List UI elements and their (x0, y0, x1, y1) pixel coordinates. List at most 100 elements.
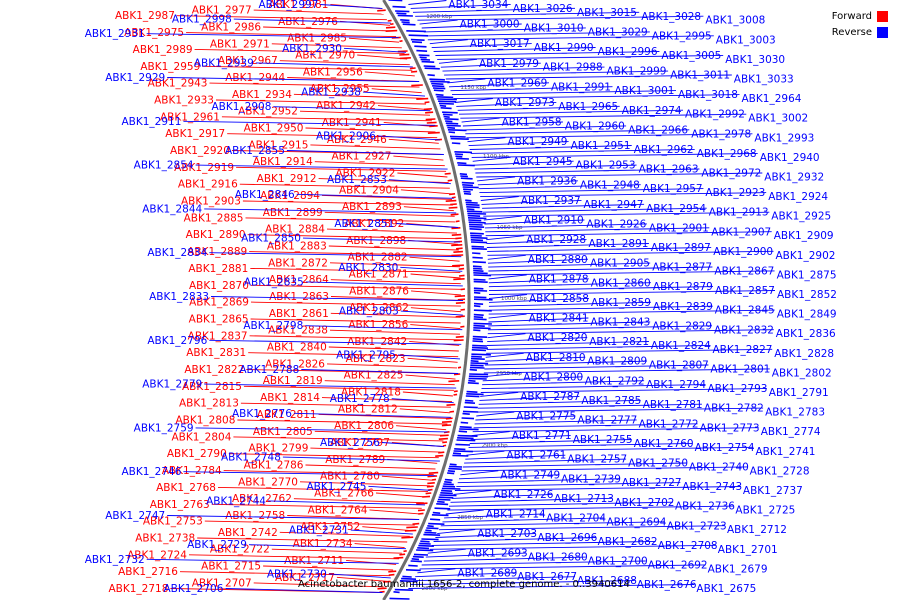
gene-label[interactable]: ABK1_2763 (150, 499, 210, 511)
gene-label[interactable]: ABK1_2927 (331, 151, 391, 163)
gene-label[interactable]: ABK1_2820 (528, 332, 588, 344)
gene-label[interactable]: ABK1_2937 (521, 195, 581, 207)
gene-label[interactable]: ABK1_2787 (520, 391, 580, 403)
gene-label[interactable]: ABK1_2852 (777, 289, 837, 301)
gene-label[interactable]: ABK1_2844 (142, 203, 202, 215)
gene-label[interactable]: ABK1_2679 (708, 563, 768, 575)
gene-label[interactable]: ABK1_2791 (769, 387, 829, 399)
gene-label[interactable]: ABK1_2758 (225, 510, 285, 522)
gene-label[interactable]: ABK1_3030 (725, 54, 785, 66)
gene-label[interactable]: ABK1_2718 (108, 583, 168, 595)
gene-label[interactable]: ABK1_2756 (320, 437, 380, 449)
gene-label[interactable]: ABK1_2786 (244, 460, 304, 472)
gene-label[interactable]: ABK1_2841 (529, 313, 589, 325)
gene-label[interactable]: ABK1_2911 (121, 116, 181, 128)
gene-label[interactable]: ABK1_2904 (339, 184, 399, 196)
gene-label[interactable]: ABK1_2970 (295, 50, 355, 62)
gene-label[interactable]: ABK1_2734 (293, 538, 353, 550)
gene-label[interactable]: ABK1_2942 (316, 100, 376, 112)
gene-label[interactable]: ABK1_2748 (221, 452, 281, 464)
gene-label[interactable]: ABK1_2796 (147, 335, 207, 347)
gene-label[interactable]: ABK1_2717 (275, 572, 335, 584)
gene-label[interactable]: ABK1_2826 (265, 358, 325, 370)
gene-label[interactable]: ABK1_2830 (338, 262, 398, 274)
gene-label[interactable]: ABK1_2876 (349, 285, 409, 297)
gene-label[interactable]: ABK1_2906 (316, 130, 376, 142)
gene-label[interactable]: ABK1_2977 (192, 5, 252, 17)
gene-label[interactable]: ABK1_2929 (105, 72, 165, 84)
gene-label[interactable]: ABK1_2938 (301, 87, 361, 99)
gene-label[interactable]: ABK1_2849 (777, 309, 837, 321)
gene-label[interactable]: ABK1_2814 (260, 392, 320, 404)
gene-label[interactable]: ABK1_2898 (346, 235, 406, 247)
gene-label[interactable]: ABK1_2797 (330, 437, 390, 449)
gene-label[interactable]: ABK1_3008 (705, 15, 765, 27)
gene-label[interactable]: ABK1_2707 (192, 577, 252, 589)
gene-label[interactable]: ABK1_2936 (517, 175, 577, 187)
gene-label[interactable]: ABK1_2774 (761, 426, 821, 438)
gene-label[interactable]: ABK1_2997 (258, 0, 318, 11)
gene-label[interactable]: ABK1_2917 (165, 128, 225, 140)
gene-label[interactable]: ABK1_2775 (516, 411, 576, 423)
gene-label[interactable]: ABK1_2802 (772, 367, 832, 379)
gene-label[interactable]: ABK1_2776 (232, 408, 292, 420)
gene-label[interactable]: ABK1_2985 (287, 33, 347, 45)
gene-label[interactable]: ABK1_2912 (257, 173, 317, 185)
gene-label[interactable]: ABK1_2944 (225, 72, 285, 84)
gene-label[interactable]: ABK1_2788 (239, 364, 299, 376)
gene-label[interactable]: ABK1_2742 (218, 527, 278, 539)
gene-label[interactable]: ABK1_2943 (148, 78, 208, 90)
gene-label[interactable]: ABK1_2858 (529, 293, 589, 305)
gene-label[interactable]: ABK1_2811 (257, 409, 317, 421)
gene-label[interactable]: ABK1_2892 (344, 218, 404, 230)
gene-label[interactable]: ABK1_2881 (188, 263, 248, 275)
gene-label[interactable]: ABK1_2715 (201, 561, 261, 573)
gene-label[interactable]: ABK1_2737 (743, 485, 803, 497)
gene-label[interactable]: ABK1_2790 (167, 448, 227, 460)
gene-label[interactable]: ABK1_2922 (335, 168, 395, 180)
gene-label[interactable]: ABK1_2778 (330, 393, 390, 405)
gene-label[interactable]: ABK1_2862 (349, 302, 409, 314)
gene-label[interactable]: ABK1_2762 (232, 493, 292, 505)
gene-label[interactable]: ABK1_2979 (479, 58, 539, 70)
gene-label[interactable]: ABK1_2931 (85, 28, 145, 40)
gene-label[interactable]: ABK1_2869 (189, 297, 249, 309)
gene-label[interactable]: ABK1_2810 (526, 352, 586, 364)
gene-label[interactable]: ABK1_2706 (163, 583, 223, 595)
gene-label[interactable]: ABK1_2731 (289, 525, 349, 537)
gene-label[interactable]: ABK1_2934 (232, 89, 292, 101)
gene-label[interactable]: ABK1_2837 (188, 330, 248, 342)
gene-label[interactable]: ABK1_2752 (300, 521, 360, 533)
gene-label[interactable]: ABK1_2846 (235, 189, 295, 201)
gene-label[interactable]: ABK1_2770 (238, 476, 298, 488)
gene-label[interactable]: ABK1_2967 (218, 55, 278, 67)
gene-label[interactable]: ABK1_2806 (334, 420, 394, 432)
gene-label[interactable]: ABK1_2784 (162, 465, 222, 477)
gene-label[interactable]: ABK1_2744 (206, 495, 266, 507)
gene-label[interactable]: ABK1_2950 (244, 123, 304, 135)
gene-label[interactable]: ABK1_2726 (494, 489, 554, 501)
gene-label[interactable]: ABK1_2914 (253, 156, 313, 168)
gene-label[interactable]: ABK1_2856 (348, 319, 408, 331)
gene-label[interactable]: ABK1_2870 (189, 280, 249, 292)
gene-label[interactable]: ABK1_2818 (341, 387, 401, 399)
gene-label[interactable]: ABK1_2764 (308, 504, 368, 516)
gene-label[interactable]: ABK1_2783 (765, 407, 825, 419)
gene-label[interactable]: ABK1_2925 (771, 211, 831, 223)
gene-label[interactable]: ABK1_2872 (268, 257, 328, 269)
gene-label[interactable]: ABK1_2878 (529, 273, 589, 285)
gene-label[interactable]: ABK1_2902 (776, 250, 836, 262)
gene-label[interactable]: ABK1_2971 (210, 38, 270, 50)
gene-label[interactable]: ABK1_2712 (727, 524, 787, 536)
gene-label[interactable]: ABK1_2693 (468, 548, 528, 560)
gene-label[interactable]: ABK1_2851 (334, 218, 394, 230)
gene-label[interactable]: ABK1_2863 (269, 291, 329, 303)
gene-label[interactable]: ABK1_2864 (269, 274, 329, 286)
gene-label[interactable]: ABK1_2975 (124, 27, 184, 39)
gene-label[interactable]: ABK1_2958 (502, 117, 562, 129)
gene-label[interactable]: ABK1_2836 (776, 328, 836, 340)
gene-label[interactable]: ABK1_2889 (187, 246, 247, 258)
gene-label[interactable]: ABK1_2932 (764, 172, 824, 184)
gene-label[interactable]: ABK1_2939 (194, 57, 254, 69)
